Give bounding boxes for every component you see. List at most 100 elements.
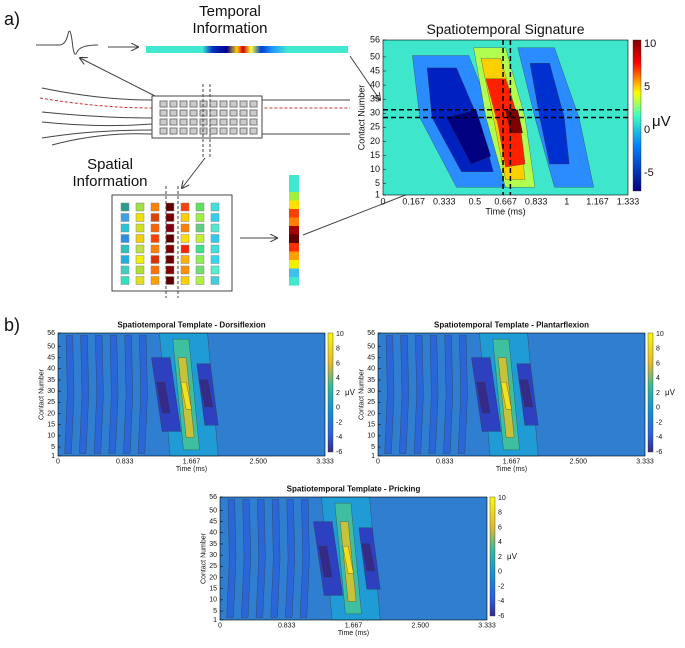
y-tick-label: 35 xyxy=(370,94,380,104)
spatial-cell xyxy=(135,244,145,254)
spatial-cell xyxy=(120,276,130,285)
electrode xyxy=(219,127,228,135)
spatial-cell xyxy=(165,255,175,264)
y-tick-label: 5 xyxy=(213,608,217,615)
electrode xyxy=(249,100,258,108)
spatial-cell xyxy=(195,265,205,275)
spatial-bar-cell xyxy=(289,260,299,269)
y-tick-label: 15 xyxy=(47,422,55,429)
electrode xyxy=(209,109,218,117)
x-tick-label: 1 xyxy=(564,197,569,207)
spatial-bar-cell xyxy=(289,183,299,193)
x-tick-label: 0 xyxy=(376,458,380,465)
spatial-cell xyxy=(135,202,145,212)
x-tick-label: 0.833 xyxy=(278,622,296,629)
electrode xyxy=(169,127,178,135)
x-tick-label: 2.500 xyxy=(250,458,268,465)
colorbar-tick-label: -6 xyxy=(498,613,504,620)
y-tick-label: 40 xyxy=(209,530,217,537)
spatial-bar-cell xyxy=(289,175,299,184)
x-tick-label: 0 xyxy=(218,622,222,629)
y-tick-label: 30 xyxy=(367,388,375,395)
electrode xyxy=(159,127,168,135)
frame xyxy=(219,496,488,621)
frame xyxy=(377,332,646,457)
contour xyxy=(156,382,171,414)
colorbar-tick-label: 4 xyxy=(656,375,660,382)
colorbar-tick-label: 10 xyxy=(498,495,506,502)
spatial-cell xyxy=(150,234,160,243)
frame xyxy=(382,39,629,196)
spatial-cell xyxy=(195,223,205,233)
y-tick-label: 50 xyxy=(209,507,217,514)
electrode xyxy=(209,118,218,126)
colorbar xyxy=(632,39,642,192)
spatial-cell xyxy=(150,213,160,222)
colorbar xyxy=(327,332,334,453)
spatial-cell xyxy=(150,255,160,264)
colorbar-tick-label: 8 xyxy=(336,346,340,353)
spatial-bar-cell xyxy=(289,192,299,201)
x-tick-label: 2.500 xyxy=(412,622,430,629)
spatial-cell xyxy=(195,202,205,212)
colorbar-unit: μV xyxy=(507,552,518,561)
colorbar-tick-label: -2 xyxy=(656,419,662,426)
y-tick-label: 15 xyxy=(367,422,375,429)
contour xyxy=(443,335,453,454)
spatial-cell xyxy=(180,223,190,233)
spatial-bar-cell xyxy=(289,268,299,278)
spatial-cell xyxy=(150,244,160,254)
y-axis-label: Contact Number xyxy=(201,532,208,584)
colorbar-tick-label: -2 xyxy=(336,419,342,426)
spatial-bar-cell xyxy=(289,251,299,261)
y-tick-label: 40 xyxy=(47,366,55,373)
electrode xyxy=(239,118,248,126)
colorbar-tick-label: 0 xyxy=(644,124,650,136)
y-tick-label: 20 xyxy=(209,574,217,581)
electrode xyxy=(229,127,238,135)
colorbar-tick-label: 6 xyxy=(498,524,502,531)
x-axis-label: Time (ms) xyxy=(496,466,527,473)
y-tick-label: 25 xyxy=(209,563,217,570)
electrode xyxy=(189,100,198,108)
y-tick-label: 1 xyxy=(375,189,380,199)
y-tick-label: 1 xyxy=(371,453,375,460)
spatial-cell xyxy=(135,223,145,233)
y-tick-label: 15 xyxy=(370,150,380,160)
spatial-cell xyxy=(210,202,220,212)
colorbar-tick-label: 8 xyxy=(498,510,502,517)
spatial-cell xyxy=(165,244,175,254)
contour xyxy=(226,499,237,618)
spatial-cell xyxy=(180,255,190,264)
electrode xyxy=(179,109,188,117)
electrode xyxy=(239,100,248,108)
x-tick-label: 3.333 xyxy=(478,622,496,629)
heatmap xyxy=(382,39,629,196)
colorbar-tick-label: -4 xyxy=(656,434,662,441)
spatial-cell xyxy=(210,244,220,254)
spatial-cell xyxy=(120,255,130,264)
y-tick-label: 20 xyxy=(47,410,55,417)
spatial-cell xyxy=(165,265,175,275)
colorbar-tick-label: 2 xyxy=(498,554,502,561)
spatial-cell xyxy=(150,265,160,275)
y-tick-label: 5 xyxy=(375,178,380,188)
contour xyxy=(299,499,310,618)
spatial-cell xyxy=(210,265,220,275)
y-tick-label: 20 xyxy=(367,410,375,417)
spatial-cell xyxy=(165,202,175,212)
contour xyxy=(457,335,468,454)
spatial-cell xyxy=(210,255,220,264)
contour xyxy=(318,546,333,578)
spatial-bar-cell xyxy=(289,217,299,227)
x-tick-label: 1.667 xyxy=(503,458,521,465)
contour xyxy=(399,335,409,454)
x-tick-label: 1.667 xyxy=(345,622,363,629)
spatial-cell xyxy=(120,202,130,212)
plot-title: Spatiotemporal Template - Dorsiflexion xyxy=(117,320,265,329)
x-tick-label: 2.500 xyxy=(570,458,588,465)
electrode xyxy=(209,127,218,135)
x-tick-label: 0.833 xyxy=(436,458,454,465)
